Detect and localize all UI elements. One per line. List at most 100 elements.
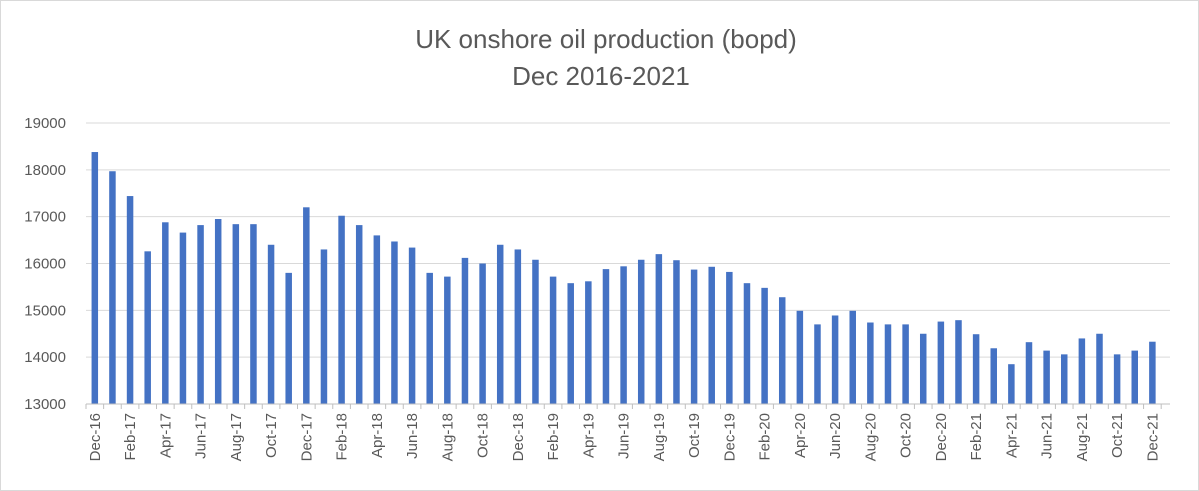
bar — [109, 171, 116, 404]
bar — [761, 287, 768, 404]
x-tick-label: Jun-17 — [193, 413, 210, 459]
bar — [338, 215, 345, 404]
bar — [461, 257, 469, 404]
bar — [620, 266, 627, 404]
bar — [355, 225, 363, 404]
x-axis-labels: Dec-16 Feb-17 Apr-17 Jun-17 Aug-17 Oct-17 Dec-… — [87, 413, 1162, 461]
x-tick-label: Dec-19 — [721, 413, 738, 461]
y-tick-label: 17000 — [24, 209, 66, 226]
bar — [320, 249, 328, 404]
x-tick-label: Aug-19 — [651, 413, 668, 461]
x-tick-label: Oct-21 — [1109, 413, 1126, 458]
x-tick-label: Apr-17 — [157, 413, 174, 458]
x-tick-label: Oct-18 — [475, 413, 492, 458]
x-tick-label: Dec-21 — [1144, 413, 1161, 461]
bar — [1025, 342, 1033, 404]
bar — [179, 232, 187, 404]
x-axis-ticks — [85, 404, 1162, 409]
y-tick-label: 14000 — [24, 349, 66, 366]
x-tick-label: Aug-20 — [862, 413, 879, 461]
x-tick-label: Apr-18 — [369, 413, 386, 458]
x-tick-label: Oct-19 — [686, 413, 703, 458]
bar — [849, 310, 856, 404]
y-axis-labels: 13000 14000 15000 16000 17000 18000 19000 — [24, 115, 66, 413]
bar — [126, 196, 134, 404]
bar — [214, 219, 222, 404]
bar — [602, 269, 610, 404]
bar — [831, 315, 839, 404]
x-tick-label: Feb-18 — [334, 413, 351, 461]
x-tick-label: Aug-18 — [439, 413, 456, 461]
bar — [884, 324, 892, 404]
x-tick-label: Jun-18 — [404, 413, 421, 459]
x-tick-label: Oct-17 — [263, 413, 280, 458]
x-tick-label: Apr-21 — [1003, 413, 1020, 458]
x-tick-label: Dec-20 — [933, 413, 950, 461]
y-tick-label: 19000 — [24, 115, 66, 132]
bar — [937, 321, 945, 404]
bar — [1043, 350, 1050, 404]
bar — [479, 263, 486, 404]
x-tick-label: Dec-16 — [87, 413, 104, 461]
bar — [673, 260, 680, 404]
bar — [867, 322, 874, 404]
bar — [902, 324, 909, 404]
x-tick-label: Apr-20 — [792, 413, 809, 458]
bar — [1008, 364, 1015, 404]
x-tick-label: Jun-21 — [1039, 413, 1056, 459]
gridlines — [86, 122, 1170, 358]
y-tick-label: 18000 — [24, 162, 66, 179]
bar — [690, 269, 698, 404]
bars — [91, 152, 1156, 404]
y-tick-label: 13000 — [24, 396, 66, 413]
bar — [972, 334, 980, 404]
bar — [197, 225, 204, 404]
bar — [267, 244, 275, 404]
bar — [373, 235, 381, 404]
bar — [1131, 350, 1138, 404]
bar — [144, 251, 151, 404]
bar — [655, 254, 663, 404]
bar — [549, 276, 557, 404]
bar — [444, 276, 451, 404]
x-tick-label: Apr-19 — [580, 413, 597, 458]
y-tick-label: 15000 — [24, 302, 66, 319]
x-tick-label: Aug-17 — [228, 413, 245, 461]
bar — [708, 266, 715, 404]
bar — [426, 272, 433, 404]
bar — [1149, 341, 1156, 404]
x-tick-label: Feb-20 — [757, 413, 774, 461]
bar — [1096, 333, 1103, 404]
bar — [585, 281, 592, 404]
x-tick-label: Dec-17 — [298, 413, 315, 461]
bar — [514, 249, 522, 404]
bar — [637, 259, 645, 404]
bar — [743, 283, 751, 404]
x-tick-label: Oct-20 — [898, 413, 915, 458]
bar — [250, 224, 257, 404]
bar — [1113, 354, 1121, 404]
bar — [303, 207, 310, 404]
bar — [778, 297, 786, 404]
chart-title: UK onshore oil production (bopd) — [415, 24, 797, 54]
bar — [232, 224, 240, 404]
bar — [814, 324, 821, 404]
bar — [496, 244, 504, 404]
x-tick-label: Feb-17 — [122, 413, 139, 461]
chart-subtitle: Dec 2016-2021 — [512, 61, 690, 91]
bar — [285, 272, 292, 404]
x-tick-label: Feb-19 — [545, 413, 562, 461]
bar — [391, 241, 398, 404]
x-tick-label: Jun-19 — [616, 413, 633, 459]
bar — [919, 333, 927, 404]
x-tick-label: Jun-20 — [827, 413, 844, 459]
y-tick-label: 16000 — [24, 256, 66, 273]
bar — [955, 320, 962, 404]
bar — [567, 283, 574, 404]
bar — [796, 310, 804, 404]
bar — [1060, 354, 1068, 404]
x-tick-label: Aug-21 — [1074, 413, 1091, 461]
bar — [1078, 338, 1086, 404]
x-tick-label: Dec-18 — [510, 413, 527, 461]
